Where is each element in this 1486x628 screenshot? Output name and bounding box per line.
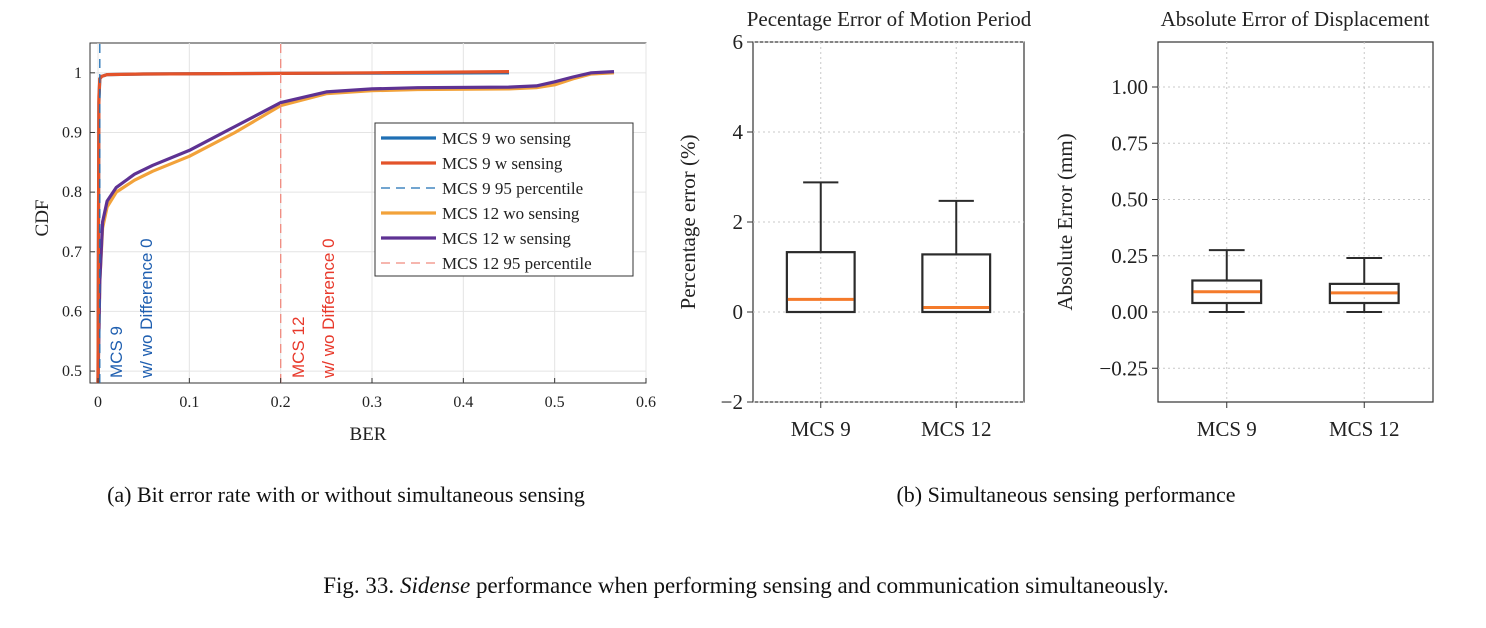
cdf-y-tick-label: 0.9 — [62, 124, 82, 141]
cdf-series-group — [96, 43, 615, 383]
cdf-chart: 0 0.1 0.2 0.3 0.4 0.5 0.60.50.60.70.80.91 BER … — [32, 42, 656, 445]
motion-period-box-chart: Pecentage Error of Motion Period MCS 9 MC… — [676, 7, 1032, 441]
displacement-plot-area — [1157, 41, 1434, 403]
motion-period-box-1 — [785, 181, 856, 314]
annotation-mcs12-line2: w/ wo Difference 0 — [319, 238, 338, 379]
cdf-x-tick-label: 0.1 — [179, 394, 199, 411]
displacement-y-tick-label: 1.00 — [1111, 75, 1148, 99]
displacement-box-1 — [1191, 249, 1263, 313]
cdf-x-tick-label: 0.4 — [453, 394, 473, 411]
motion-period-iqr-box — [921, 253, 992, 314]
displacement-ticks: MCS 9 MCS 12 −0.25 0.00 0.25 0.50 0.75 1.00 — [1099, 75, 1399, 441]
cdf-legend-label-3: MCS 9 95 percentile — [442, 179, 583, 198]
cdf-x-tick-label: 0.2 — [271, 394, 291, 411]
cdf-y-tick-label: 1 — [74, 65, 82, 82]
motion-period-y-tick-label: 0 — [733, 300, 744, 324]
cdf-y-tick-label: 0.6 — [62, 303, 82, 320]
motion-period-title: Pecentage Error of Motion Period — [747, 7, 1032, 31]
cdf-x-axis-label: BER — [350, 424, 387, 445]
motion-period-x-tick-label: MCS 12 — [921, 417, 992, 441]
motion-period-y-tick-label: 4 — [733, 120, 744, 144]
motion-period-x-tick-label: MCS 9 — [791, 417, 851, 441]
cdf-legend-label-1: MCS 9 wo sensing — [442, 129, 571, 148]
displacement-y-tick-label: 0.75 — [1111, 131, 1148, 155]
displacement-x-tick-label: MCS 9 — [1197, 417, 1257, 441]
displacement-x-tick-label: MCS 12 — [1329, 417, 1400, 441]
cdf-legend-label-4: MCS 12 wo sensing — [442, 204, 580, 223]
cdf-y-tick-label: 0.5 — [62, 363, 82, 380]
displacement-y-tick-label: 0.00 — [1111, 300, 1148, 324]
motion-period-iqr-box — [785, 251, 856, 314]
annotation-mcs12-line1: MCS 12 — [289, 317, 308, 378]
displacement-y-tick-label: 0.25 — [1111, 244, 1148, 268]
displacement-iqr-box — [1191, 279, 1263, 305]
cdf-x-tick-label: 0 — [94, 394, 102, 411]
motion-period-y-tick-label: 6 — [733, 30, 744, 54]
annotation-mcs9: MCS 9 w/ wo Difference 0 — [107, 238, 156, 379]
cdf-legend: MCS 9 wo sensing MCS 9 w sensing MCS 9 95 … — [374, 122, 634, 277]
cdf-x-tick-label: 0.3 — [362, 394, 382, 411]
motion-period-ticks: MCS 9 MCS 12 −2 0 2 4 6 — [721, 30, 992, 441]
motion-period-box-2 — [921, 199, 992, 314]
cdf-y-tick-label: 0.7 — [62, 244, 82, 261]
motion-period-y-tick-label: −2 — [721, 390, 743, 414]
motion-period-y-axis-label: Percentage error (%) — [676, 135, 700, 310]
cdf-series-line-5 — [96, 70, 615, 383]
caption-b: (b) Simultaneous sensing performance — [896, 482, 1235, 507]
displacement-title: Absolute Error of Displacement — [1161, 7, 1430, 31]
annotation-mcs9-line2: w/ wo Difference 0 — [137, 238, 156, 379]
figure-caption: Fig. 33. Sidense performance when perfor… — [323, 573, 1169, 598]
annotation-mcs9-line1: MCS 9 — [107, 326, 126, 378]
cdf-legend-label-5: MCS 12 w sensing — [442, 229, 571, 248]
cdf-y-axis-label: CDF — [32, 200, 53, 237]
displacement-iqr-box — [1328, 282, 1400, 305]
figure-caption-prefix: Fig. 33. — [323, 573, 400, 598]
caption-a: (a) Bit error rate with or without simul… — [107, 482, 585, 507]
displacement-box-chart: Absolute Error of Displacement MCS 9 MCS … — [1053, 7, 1434, 441]
cdf-legend-label-2: MCS 9 w sensing — [442, 154, 563, 173]
figure-caption-italic: Sidense — [400, 573, 470, 598]
displacement-box-2 — [1328, 257, 1400, 313]
cdf-y-tick-label: 0.8 — [62, 184, 82, 201]
displacement-y-axis-label: Absolute Error (mm) — [1053, 133, 1077, 310]
cdf-ticks: 0 0.1 0.2 0.3 0.4 0.5 0.6 0.5 0.6 0.7 0.8 0.9 1 — [62, 65, 656, 411]
displacement-y-tick-label: 0.50 — [1111, 188, 1148, 212]
displacement-boxes — [1191, 249, 1400, 313]
motion-period-y-tick-label: 2 — [733, 210, 744, 234]
displacement-y-tick-label: −0.25 — [1099, 356, 1148, 380]
displacement-gridlines — [1158, 42, 1433, 402]
cdf-x-tick-label: 0.5 — [545, 394, 565, 411]
annotation-mcs12: MCS 12 w/ wo Difference 0 — [289, 238, 338, 379]
figure-caption-rest: performance when performing sensing and … — [470, 573, 1169, 598]
cdf-legend-label-6: MCS 12 95 percentile — [442, 254, 592, 273]
cdf-x-tick-label: 0.6 — [636, 394, 656, 411]
cdf-legend-box — [374, 122, 634, 277]
motion-period-boxes — [785, 181, 992, 314]
